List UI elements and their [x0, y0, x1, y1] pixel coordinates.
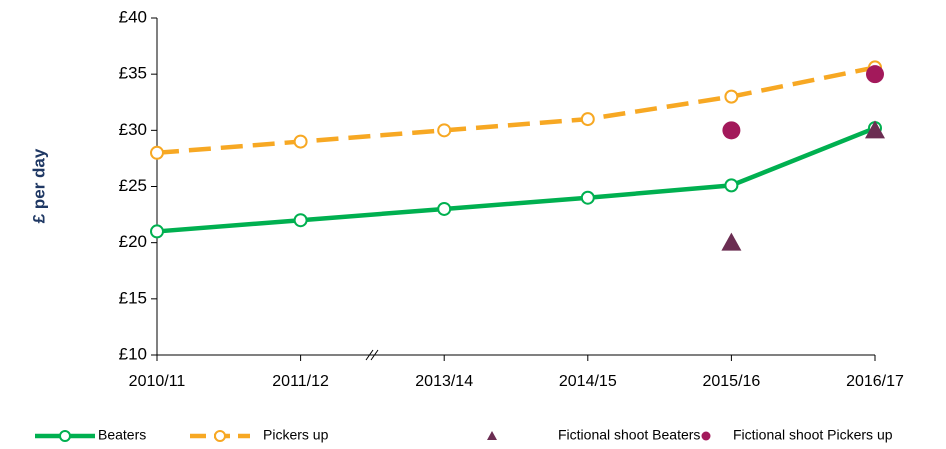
legend-label: Pickers up [263, 427, 329, 443]
point [580, 112, 595, 127]
point [580, 190, 595, 205]
y-axis-label: £ per day [29, 148, 48, 223]
x-tick-label: 2016/17 [846, 373, 904, 390]
point [293, 134, 308, 149]
x-tick-label: 2011/12 [272, 373, 329, 390]
legend-marker [701, 431, 711, 441]
y-tick-label: £10 [119, 344, 147, 363]
legend-label: Fictional shoot Beaters [558, 427, 700, 443]
legend-label: Beaters [98, 427, 146, 443]
y-tick-label: £15 [119, 288, 147, 307]
point [150, 224, 164, 239]
axis-break [365, 349, 374, 361]
x-tick-label: 2013/14 [415, 373, 473, 390]
series-line [156, 125, 876, 234]
axis-break [370, 349, 379, 361]
point [293, 213, 308, 228]
legend-label: Fictional shoot Pickers up [733, 427, 893, 443]
y-tick-label: £25 [119, 176, 147, 195]
legend-marker [487, 431, 497, 440]
point [724, 178, 739, 193]
legend-marker [214, 430, 226, 442]
point [722, 121, 741, 140]
y-tick-label: £35 [119, 64, 147, 83]
y-tick-label: £30 [119, 120, 147, 139]
x-tick-label: 2010/11 [129, 373, 186, 390]
point [865, 120, 885, 139]
y-tick-label: £20 [119, 232, 147, 251]
point [866, 65, 884, 84]
point [150, 145, 164, 160]
point [437, 123, 452, 138]
series-line [156, 65, 876, 156]
legend-marker [59, 430, 71, 442]
point [437, 201, 452, 216]
point [724, 89, 739, 104]
x-tick-label: 2015/16 [702, 373, 760, 390]
x-tick-label: 2014/15 [559, 373, 617, 390]
y-tick-label: £40 [119, 7, 147, 26]
point [721, 232, 742, 251]
